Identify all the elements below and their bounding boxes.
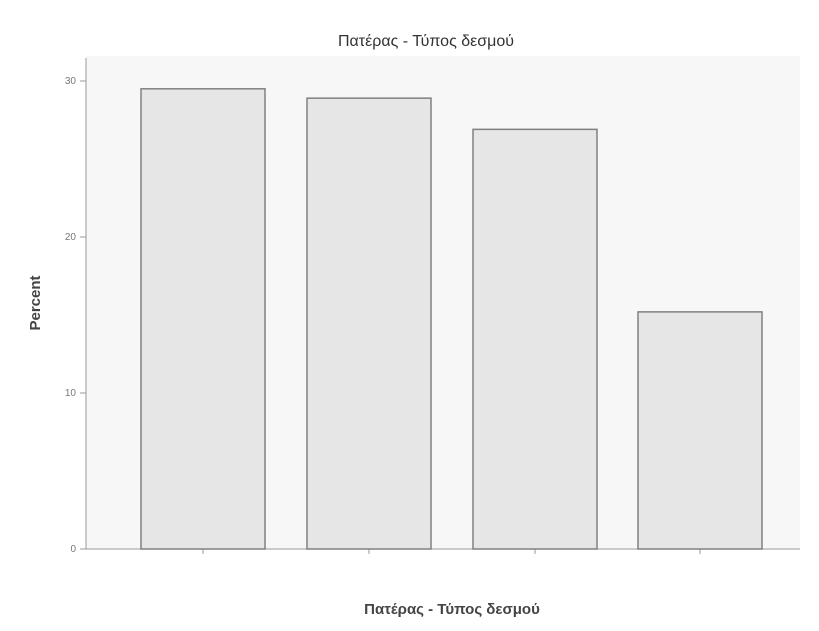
bar bbox=[306, 97, 432, 550]
bar bbox=[472, 128, 598, 550]
y-axis-title: Percent bbox=[27, 275, 44, 330]
y-tick-label: 30 bbox=[65, 76, 77, 87]
x-axis-title: Πατέρας - Τύπος δεσμού bbox=[364, 601, 540, 618]
bar bbox=[140, 88, 266, 550]
y-tick-label: 0 bbox=[70, 544, 76, 555]
y-tick-label: 20 bbox=[65, 232, 77, 243]
bar bbox=[637, 311, 763, 550]
y-axis: 0 10 20 30 bbox=[65, 58, 87, 555]
chart-title: Πατέρας - Τύπος δεσμού bbox=[338, 33, 514, 50]
bar-series bbox=[140, 88, 763, 550]
y-tick-label: 10 bbox=[65, 388, 77, 399]
